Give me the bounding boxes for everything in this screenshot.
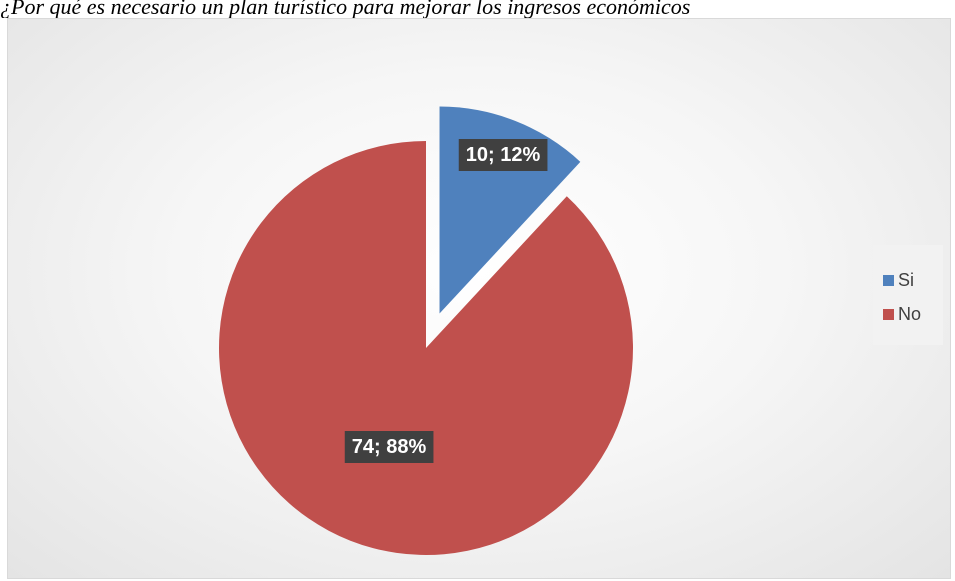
data-label-no: 74; 88% — [344, 431, 434, 463]
chart-caption: ¿Por qué es necesario un plan turístico … — [0, 0, 691, 18]
svg-text:74; 88%: 74; 88% — [352, 436, 427, 458]
svg-text:10; 12%: 10; 12% — [466, 144, 541, 166]
data-label-si: 10; 12% — [458, 139, 548, 171]
legend-label-si: Si — [898, 269, 915, 290]
pie-slice-no — [219, 141, 634, 555]
legend-swatch-si — [883, 274, 894, 286]
legend-item-si: Si — [873, 263, 943, 297]
legend-swatch-no — [883, 308, 894, 320]
legend-item-no: No — [873, 297, 943, 331]
legend-label-no: No — [898, 303, 922, 324]
legend: Si No — [873, 245, 943, 345]
